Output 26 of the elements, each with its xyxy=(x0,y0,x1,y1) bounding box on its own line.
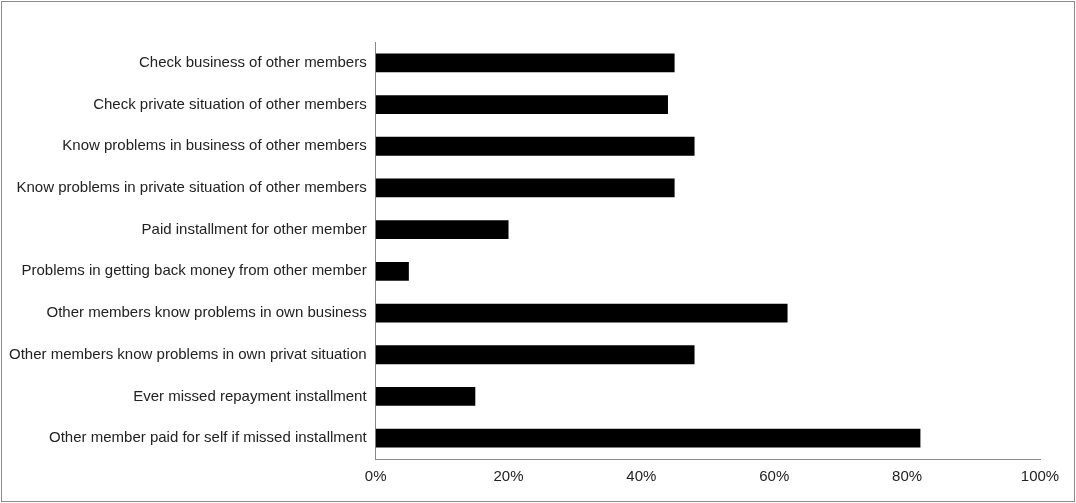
x-tick-label: 0% xyxy=(364,467,387,485)
x-tick-label: 40% xyxy=(626,467,657,485)
bar xyxy=(375,178,675,198)
y-tick-label: Other members know problems in own business xyxy=(46,303,367,321)
bar xyxy=(375,345,695,365)
bar xyxy=(375,428,921,448)
y-tick-label: Know problems in business of other members xyxy=(62,136,367,154)
y-tick-label: Other member paid for self if missed installment xyxy=(49,428,368,446)
y-tick-label: Ever missed repayment installment xyxy=(133,386,368,404)
y-tick-label: Other members know problems in own privat situation xyxy=(8,344,367,362)
x-tick-label: 80% xyxy=(892,467,923,485)
bar xyxy=(375,136,695,156)
x-tick-label: 60% xyxy=(759,467,790,485)
y-tick-label: Paid installment for other member xyxy=(141,219,367,237)
x-tick-label: 20% xyxy=(493,467,524,485)
bar xyxy=(375,53,675,73)
bar xyxy=(375,303,788,323)
bar xyxy=(375,220,509,240)
bar xyxy=(375,95,668,114)
bar xyxy=(375,261,409,281)
x-tick-label: 100% xyxy=(1020,467,1060,485)
y-tick-label: Know problems in private situation of other members xyxy=(16,178,367,196)
y-tick-label: Check business of other members xyxy=(139,52,367,70)
bar xyxy=(375,387,476,406)
y-tick-label: Check private situation of other members xyxy=(93,94,367,112)
y-tick-label: Problems in getting back money from other member xyxy=(21,261,367,279)
